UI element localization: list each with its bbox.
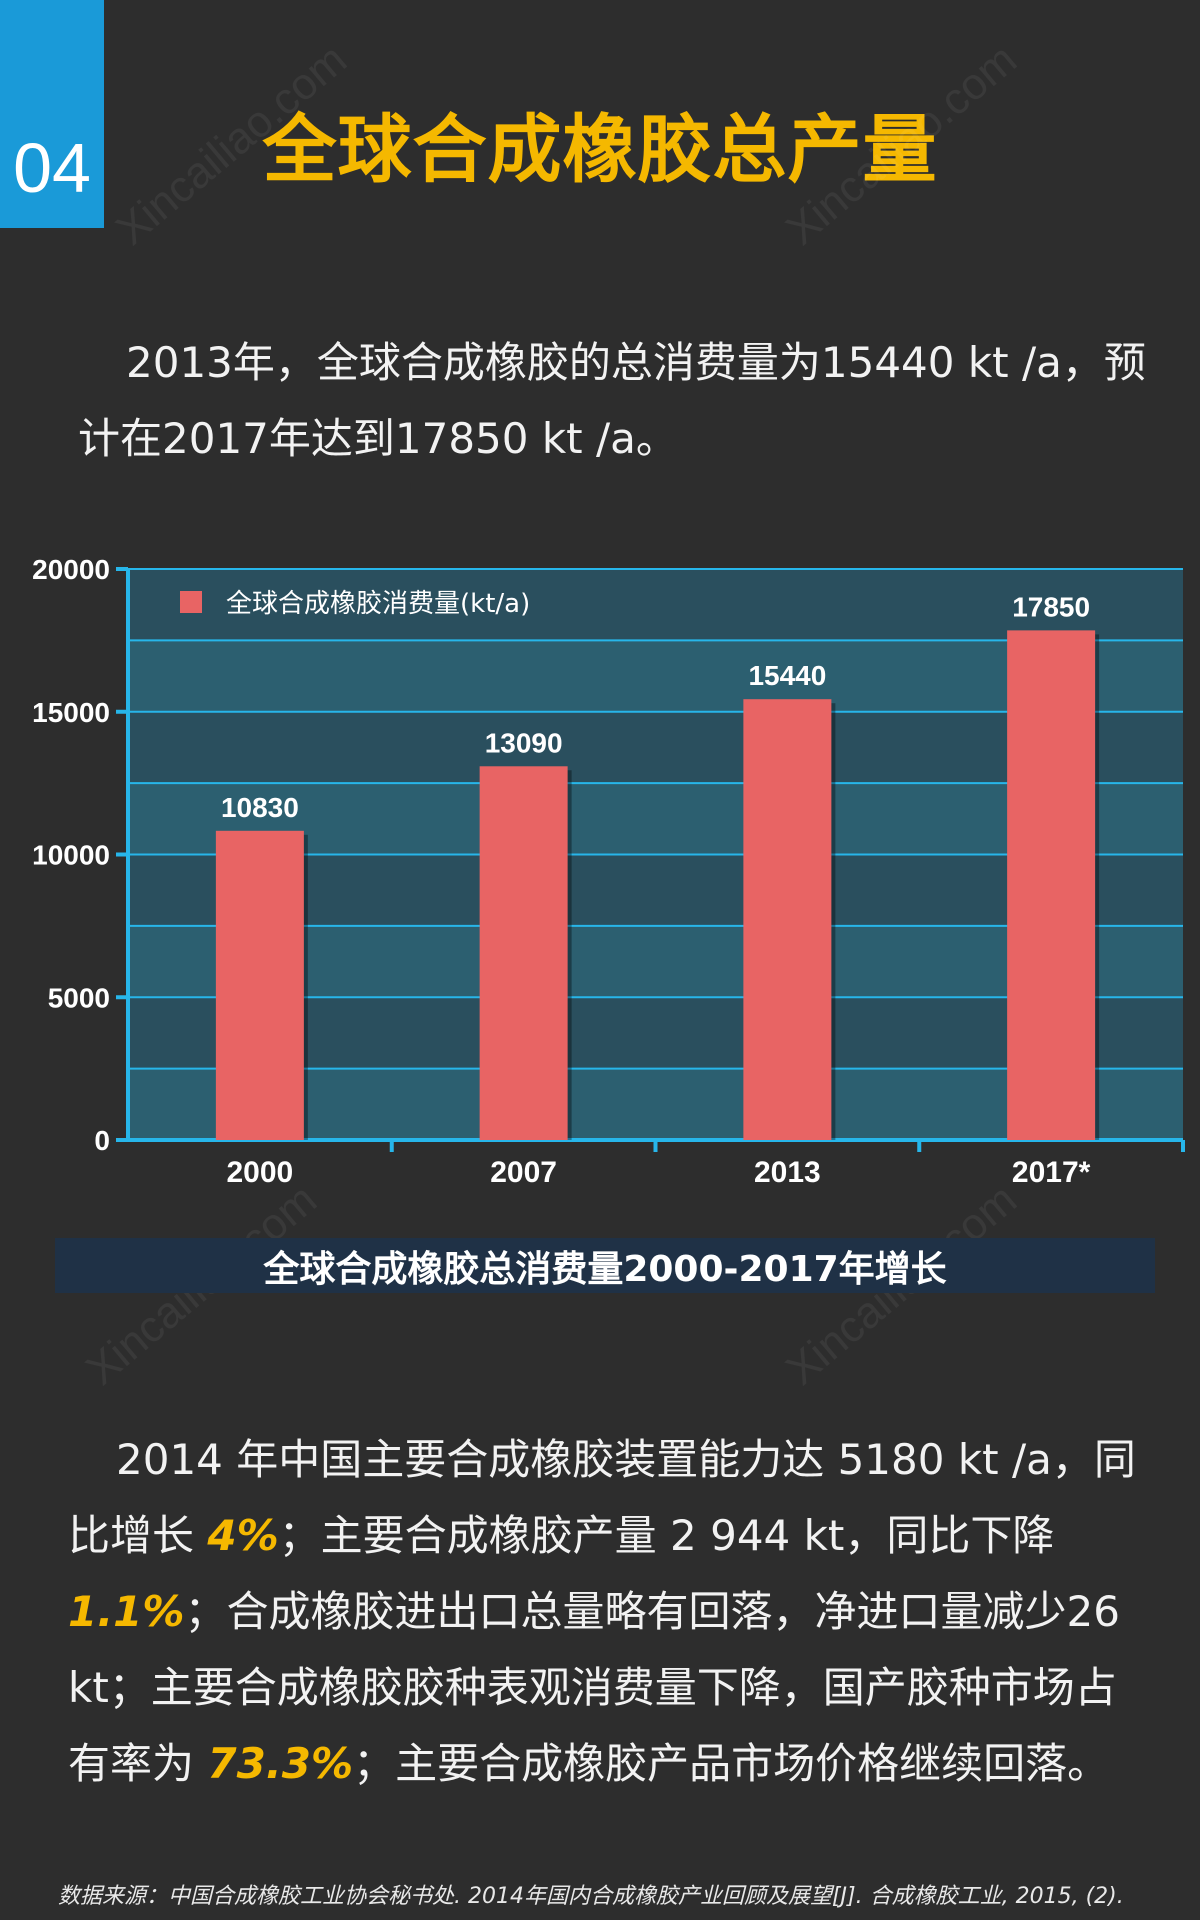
bar (1007, 630, 1096, 1140)
x-tick-label: 2017* (1012, 1156, 1091, 1189)
x-tick-label: 2007 (490, 1156, 557, 1189)
highlight-output-decline: 1.1% (68, 1587, 185, 1636)
consumption-bar-chart: 0 5000 10000 15000 20000 10830 2000 13090 2007 15… (32, 554, 1185, 1189)
chart-caption: 全球合成橡胶总消费量2000-2017年增长 (55, 1238, 1155, 1293)
bar-value-label: 13090 (485, 727, 563, 758)
bar-value-label: 10830 (221, 792, 299, 823)
paragraph-text: ；主要合成橡胶产量 2 944 kt，同比下降 (278, 1511, 1055, 1560)
bar (215, 830, 304, 1140)
x-tick-label: 2013 (754, 1156, 821, 1189)
paragraph-text: ；合成橡胶进出口总量略有回落，净进口量减少26 kt；主要合成橡胶胶种表观消费量… (68, 1587, 1120, 1788)
legend-label: 全球合成橡胶消费量(kt/a) (226, 589, 530, 619)
paragraph-text: ；主要合成橡胶产品市场价格继续回落。 (353, 1739, 1110, 1788)
y-tick-label: 15000 (32, 697, 110, 728)
chart-caption-text: 全球合成橡胶总消费量2000-2017年增长 (263, 1248, 947, 1290)
y-tick-label: 10000 (32, 840, 110, 871)
bar-value-label: 15440 (748, 660, 826, 691)
paragraph-text: 2014 年中国主要合成橡胶装置能力达 5180 kt /a，同比增长 (68, 1435, 1136, 1560)
y-tick-label: 5000 (48, 982, 110, 1013)
intro-paragraph: 2013年，全球合成橡胶的总消费量为15440 kt /a，预计在2017年达到… (78, 325, 1158, 477)
y-tick-label: 20000 (32, 554, 110, 585)
legend-swatch (180, 591, 202, 613)
china-paragraph: 2014 年中国主要合成橡胶装置能力达 5180 kt /a，同比增长 4%；主… (68, 1422, 1158, 1802)
section-number: 04 (13, 129, 91, 207)
bar-value-label: 17850 (1012, 591, 1090, 622)
page-title: 全球合成橡胶总产量 (262, 107, 938, 193)
data-source: 数据来源：中国合成橡胶工业协会秘书处. 2014年国内合成橡胶产业回顾及展望[J… (58, 1884, 1124, 1909)
intro-text: 2013年，全球合成橡胶的总消费量为15440 kt /a，预计在2017年达到… (78, 338, 1146, 463)
highlight-market-share: 73.3% (207, 1739, 354, 1788)
bar (743, 699, 832, 1140)
bar (479, 766, 568, 1140)
highlight-capacity-growth: 4% (207, 1511, 279, 1560)
x-tick-label: 2000 (227, 1156, 294, 1189)
y-tick-label: 0 (94, 1125, 110, 1156)
section-number-badge: 04 (0, 0, 104, 228)
